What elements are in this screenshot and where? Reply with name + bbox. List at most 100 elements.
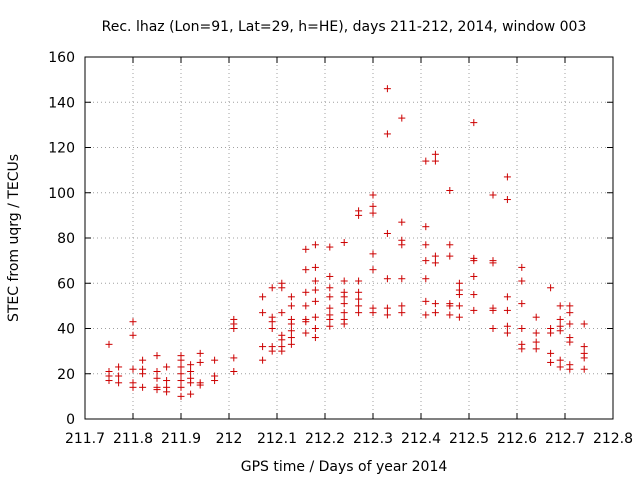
data-point [446,302,454,310]
data-point [383,85,391,93]
data-point [311,277,319,285]
data-point [422,311,430,319]
x-tick-label: 212.1 [257,431,297,447]
data-point [518,345,526,353]
data-point [580,365,588,373]
y-tick-label: 0 [66,412,75,428]
data-point [431,300,439,308]
data-point [383,311,391,319]
data-point [556,356,564,364]
data-point [115,379,123,387]
chart-title: Rec. lhaz (Lon=91, Lat=29, h=HE), days 2… [102,19,587,35]
data-point [532,338,540,346]
data-point [115,372,123,380]
x-tick-label: 212.6 [497,431,537,447]
data-point [369,309,377,317]
data-point [355,211,363,219]
data-point [422,241,430,249]
data-point [489,306,497,314]
data-point [422,223,430,231]
data-point [311,334,319,342]
data-point [470,119,478,127]
data-point [311,286,319,294]
data-point [268,347,276,355]
data-point [230,354,238,362]
data-point [503,196,511,204]
data-point [532,313,540,321]
data-point [355,309,363,317]
data-point [259,309,267,317]
x-tick-label: 211.9 [161,431,201,447]
data-point [470,306,478,314]
x-tick-label: 212.8 [593,431,633,447]
data-point [139,370,147,378]
data-point [326,272,334,280]
data-point [196,381,204,389]
data-point [311,263,319,271]
data-point [163,363,171,371]
data-point [547,329,555,337]
data-point [383,275,391,283]
data-point [518,325,526,332]
data-point [355,302,363,310]
data-point [340,300,348,308]
data-point [196,358,204,366]
data-point [287,302,295,310]
data-point [431,150,439,158]
data-point [105,340,113,348]
data-point [369,202,377,210]
data-point [302,245,310,253]
y-tick-label: 160 [48,50,75,66]
x-tick-label: 212.3 [353,431,393,447]
data-point [398,302,406,310]
data-point [489,259,497,267]
data-point [580,354,588,362]
data-point [326,284,334,292]
data-point [369,266,377,274]
data-point [287,327,295,335]
x-tick-label: 212.5 [449,431,489,447]
data-point [518,277,526,285]
data-point [187,361,195,369]
data-point [230,367,238,375]
data-point [287,293,295,301]
data-point [556,315,564,323]
data-point [503,322,511,330]
data-point [355,277,363,285]
y-tick-label: 80 [57,231,75,247]
data-point [177,356,185,364]
data-point [446,241,454,249]
data-point [398,114,406,122]
data-point [518,300,526,308]
data-point [163,388,171,396]
data-point [422,257,430,265]
data-point [230,325,238,332]
x-axis-label: GPS time / Days of year 2014 [241,459,448,475]
x-tick-label: 212 [216,431,243,447]
data-point [556,302,564,310]
data-point [431,157,439,165]
data-point [369,191,377,199]
data-point [503,293,511,301]
data-point [115,363,123,371]
data-point [470,272,478,280]
data-point [153,386,161,394]
data-point [326,243,334,251]
data-point [278,309,286,317]
grid-lines [85,57,613,419]
data-point [187,367,195,375]
data-point [259,343,267,351]
data-point [566,309,574,317]
y-tick-label: 20 [57,367,75,383]
data-point [446,252,454,260]
data-point [340,309,348,317]
y-axis-ticks: 0 20 40 60 80 100 120 140 160 [48,50,613,428]
data-point [302,329,310,337]
y-tick-label: 40 [57,322,75,338]
data-point [566,320,574,328]
data-point [383,229,391,237]
data-point [580,343,588,351]
data-point [287,334,295,342]
data-point [355,295,363,303]
data-point [547,358,555,366]
